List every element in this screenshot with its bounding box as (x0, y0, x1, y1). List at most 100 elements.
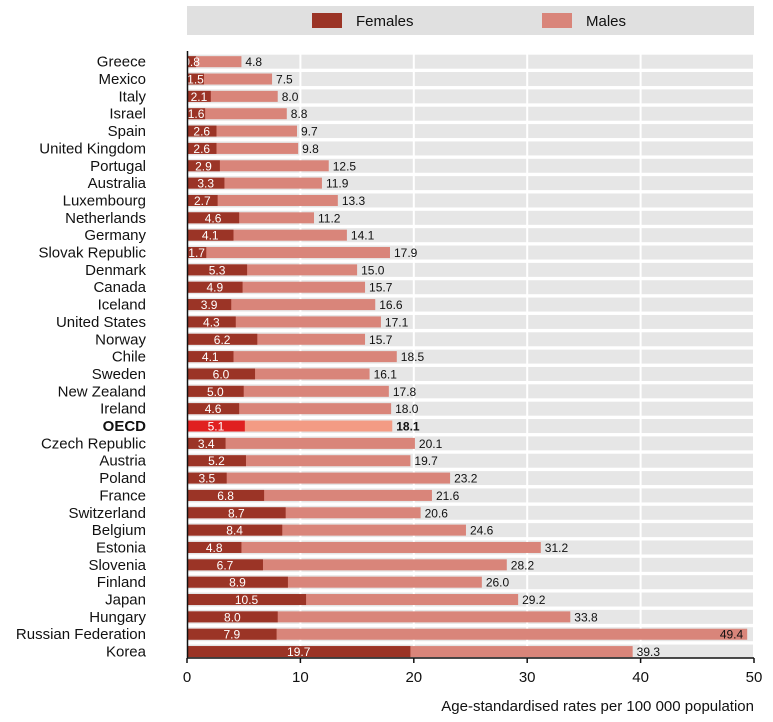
data-label-females: 0.8 (183, 55, 200, 69)
row-band (187, 54, 754, 69)
data-label-females: 19.7 (287, 645, 311, 659)
bar-females (187, 108, 206, 120)
bar-males (187, 108, 287, 120)
category-label: Czech Republic (41, 435, 147, 452)
data-label-females: 10.5 (235, 593, 259, 607)
bar-females (187, 472, 227, 484)
data-label-females: 4.6 (205, 402, 222, 416)
data-label-females: 1.5 (187, 73, 204, 87)
legend: Females Males (187, 6, 754, 35)
data-label-females: 3.5 (199, 472, 216, 486)
legend-swatch-females (312, 13, 342, 28)
data-label-males: 11.2 (318, 211, 341, 225)
data-label-males: 11.9 (326, 177, 349, 191)
data-label-males: 8.8 (291, 107, 308, 121)
category-label: Norway (95, 331, 146, 348)
bar-females (187, 420, 245, 432)
data-label-females: 2.7 (194, 194, 211, 208)
category-label: Korea (106, 644, 147, 661)
x-tick-label: 0 (183, 669, 191, 686)
category-label: Netherlands (65, 210, 146, 227)
data-label-males: 15.7 (369, 281, 393, 295)
data-label-males: 18.0 (395, 402, 419, 416)
data-label-males: 28.2 (511, 558, 535, 572)
bar-males (187, 125, 297, 137)
bar-females (187, 489, 265, 501)
category-label: Slovak Republic (38, 245, 146, 262)
data-label-males: 17.8 (393, 385, 417, 399)
category-label: Chile (112, 349, 146, 366)
category-label: Australia (88, 175, 147, 192)
bar-males (187, 56, 242, 68)
data-label-females: 4.8 (206, 541, 223, 555)
bar-males (187, 351, 397, 363)
data-label-females: 1.7 (188, 246, 205, 260)
data-label-males: 15.0 (361, 263, 385, 277)
category-label: Italy (118, 88, 146, 105)
data-label-males: 9.8 (302, 142, 319, 156)
data-label-males: 13.3 (342, 194, 366, 208)
x-tick-label: 10 (292, 669, 309, 686)
data-label-females: 2.1 (191, 90, 208, 104)
category-label: Portugal (90, 158, 146, 175)
data-label-females: 1.6 (188, 107, 205, 121)
x-tick-label: 40 (632, 669, 649, 686)
data-label-males: 8.0 (282, 90, 299, 104)
legend-label-females: Females (356, 13, 414, 30)
bar-females (187, 90, 211, 102)
category-label: United Kingdom (39, 140, 146, 157)
data-label-males: 20.1 (419, 437, 443, 451)
bar-males (187, 559, 507, 571)
data-label-males: 26.0 (486, 576, 510, 590)
data-label-females: 7.9 (223, 628, 240, 642)
data-label-females: 4.9 (206, 281, 223, 295)
bar-females (187, 316, 236, 328)
data-label-females: 8.9 (229, 576, 246, 590)
bar-males (187, 420, 393, 432)
row-band (187, 210, 754, 225)
bar-males (187, 281, 366, 293)
bar-females (187, 56, 197, 68)
data-label-males: 19.7 (414, 454, 438, 468)
x-tick-label: 20 (405, 669, 422, 686)
category-label: Mexico (98, 71, 146, 88)
bar-females (187, 351, 234, 363)
data-label-females: 4.1 (202, 350, 219, 364)
data-label-females: 8.7 (228, 506, 245, 520)
category-label: Iceland (98, 297, 146, 314)
data-label-males: 21.6 (436, 489, 460, 503)
data-label-males: 18.5 (401, 350, 425, 364)
data-label-males: 7.5 (276, 73, 293, 87)
data-label-females: 5.0 (207, 385, 224, 399)
data-label-males: 17.9 (394, 246, 418, 260)
bar-males (187, 229, 347, 241)
bar-females (187, 385, 244, 397)
data-label-males: 49.4 (720, 628, 744, 642)
bar-males (187, 403, 392, 415)
data-label-females: 2.9 (195, 159, 212, 173)
data-label-males: 17.1 (385, 315, 409, 329)
x-tick-label: 30 (519, 669, 536, 686)
bar-females (187, 611, 278, 623)
category-label: Russian Federation (16, 626, 146, 643)
bar-males (187, 455, 411, 467)
bar-females (187, 594, 307, 606)
category-label: Finland (97, 574, 146, 591)
data-label-males: 16.6 (379, 298, 403, 312)
data-label-males: 9.7 (301, 125, 318, 139)
data-label-females: 3.3 (197, 177, 214, 191)
data-label-females: 5.3 (209, 263, 226, 277)
bar-males (187, 212, 315, 224)
data-label-males: 14.1 (351, 229, 375, 243)
bar-females (187, 403, 240, 415)
bar-females (187, 576, 288, 588)
plot-area: 0.8 4.8 Greece 1.5 7.5 Mexico 2.1 8.0 Italy 1.6 8.… (16, 51, 762, 686)
data-label-males: 18.1 (396, 420, 420, 434)
bar-males (187, 489, 432, 501)
bar-males (187, 507, 421, 519)
data-label-females: 6.2 (214, 333, 231, 347)
data-label-males: 39.3 (637, 645, 661, 659)
bar-males (187, 194, 338, 206)
bar-females (187, 559, 263, 571)
